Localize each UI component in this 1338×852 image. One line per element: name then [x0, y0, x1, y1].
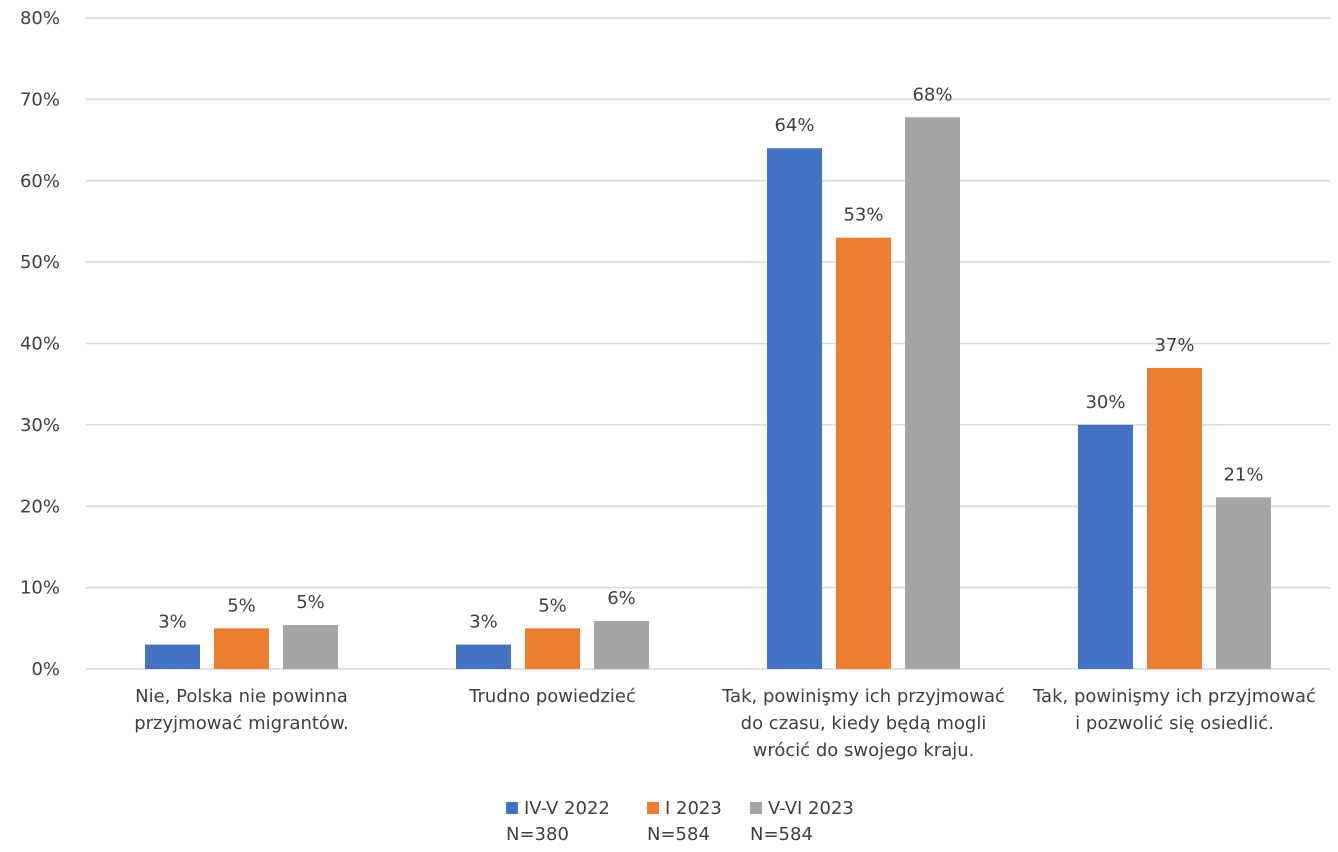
legend-series-name: I 2023	[665, 798, 722, 819]
data-label: 68%	[912, 84, 952, 105]
category-label-line: Tak, powinişmy ich przyjmować	[721, 686, 1005, 707]
category-label: Nie, Polska nie powinna przyjmować migran…	[134, 686, 349, 734]
data-label: 53%	[843, 205, 883, 226]
data-label: 5%	[538, 595, 567, 616]
y-tick-label: 80%	[20, 8, 60, 29]
category-label: Tak, powinişmy ich przyjmować i pozwolić …	[1032, 686, 1316, 734]
bar	[767, 148, 822, 669]
bar	[1078, 424, 1133, 669]
y-tick-label: 50%	[20, 252, 60, 273]
gridlines	[86, 17, 1330, 670]
bar	[283, 625, 338, 669]
bar	[1147, 367, 1202, 669]
y-tick-label: 0%	[31, 659, 60, 680]
category-label-line: przyjmować migrantów.	[134, 713, 349, 734]
legend-swatch	[647, 802, 659, 814]
legend-sample-size: N=584	[647, 824, 710, 845]
legend-name-row: IV-V 2022	[506, 796, 610, 822]
bar	[145, 644, 200, 669]
category-label-line: i pozwolić się osiedlić.	[1075, 713, 1274, 734]
legend-item: I 2023 N=584	[647, 796, 722, 848]
bar	[836, 237, 891, 669]
bar	[1216, 497, 1271, 669]
legend-series-name: IV-V 2022	[524, 798, 610, 819]
data-label: 3%	[469, 612, 498, 633]
legend-name-row: V-VI 2023	[750, 796, 854, 822]
data-label: 3%	[158, 612, 187, 633]
bar	[214, 628, 269, 669]
category-label: Tak, powinişmy ich przyjmować do czasu, k…	[721, 686, 1005, 761]
y-tick-label: 60%	[20, 171, 60, 192]
category-label-line: do czasu, kiedy będą mogli	[741, 713, 987, 734]
data-label: 30%	[1085, 392, 1125, 413]
legend-swatch	[750, 802, 762, 814]
y-tick-label: 10%	[20, 578, 60, 599]
legend-swatch	[506, 802, 518, 814]
data-label: 64%	[774, 115, 814, 136]
bar	[594, 620, 649, 669]
legend-name-row: I 2023	[647, 796, 722, 822]
data-label: 21%	[1223, 464, 1263, 485]
category-labels: Nie, Polska nie powinna przyjmować migran…	[134, 686, 1316, 761]
category-label-line: Nie, Polska nie powinna	[135, 686, 348, 707]
y-tick-label: 30%	[20, 415, 60, 436]
category-label-line: Tak, powinişmy ich przyjmować	[1032, 686, 1316, 707]
data-label: 6%	[607, 588, 636, 609]
bar	[525, 628, 580, 669]
bar	[456, 644, 511, 669]
legend-item: IV-V 2022 N=380	[506, 796, 610, 848]
data-labels: 3% 5% 5% 3% 5% 6% 64% 53% 68% 30% 37% 21%	[158, 84, 1263, 632]
legend-sample-size: N=584	[750, 824, 813, 845]
data-label: 37%	[1154, 335, 1194, 356]
category-label: Trudno powiedzieć	[468, 686, 636, 707]
legend: IV-V 2022 N=380 I 2023 N=584 V-VI 2023 N=584	[0, 796, 1338, 852]
data-label: 5%	[227, 595, 256, 616]
data-label: 5%	[296, 592, 325, 613]
legend-series-name: V-VI 2023	[768, 798, 854, 819]
bar	[905, 117, 960, 670]
y-tick-label: 20%	[20, 496, 60, 517]
category-label-line: wrócić do swojego kraju.	[753, 740, 975, 761]
legend-item: V-VI 2023 N=584	[750, 796, 854, 848]
bars	[145, 117, 1271, 670]
category-label-line: Trudno powiedzieć	[468, 686, 636, 707]
y-tick-label: 70%	[20, 89, 60, 110]
y-axis-ticks: 0% 10% 20% 30% 40% 50% 60% 70% 80%	[20, 8, 60, 680]
legend-sample-size: N=380	[506, 824, 569, 845]
y-tick-label: 40%	[20, 334, 60, 355]
